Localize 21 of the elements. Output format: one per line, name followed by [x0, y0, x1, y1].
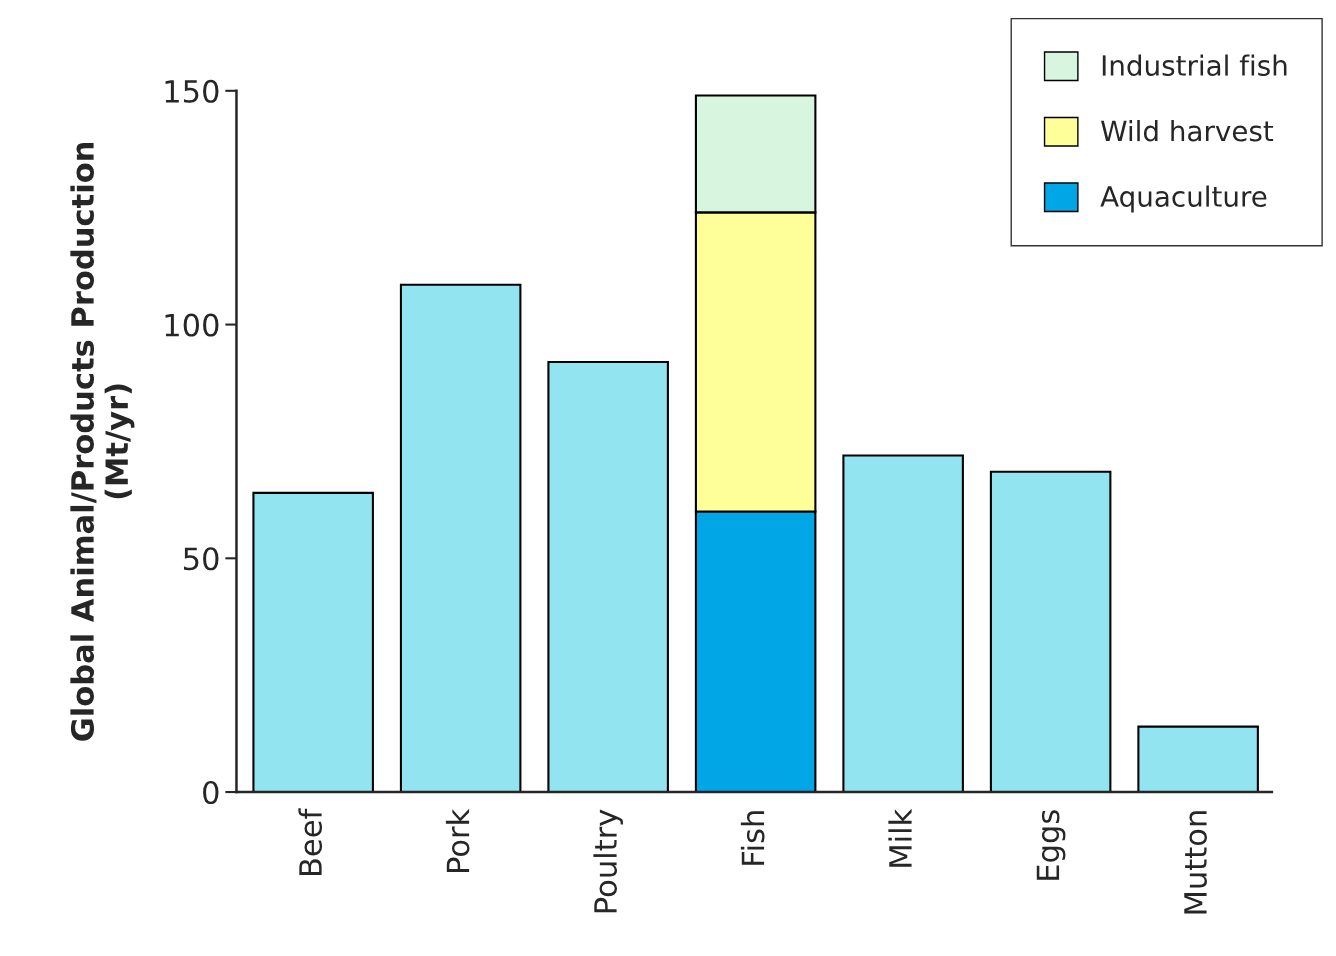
bar	[547, 360, 669, 793]
y-tick-label: 0	[203, 780, 219, 805]
x-tick-label: Poultry	[593, 809, 623, 913]
x-tick-label: Pork	[445, 808, 470, 872]
bar	[399, 283, 522, 793]
bar	[1137, 725, 1259, 793]
bar	[252, 491, 374, 793]
bar	[842, 454, 964, 793]
x-tick-label: Milk	[888, 808, 912, 867]
y-tick-label: 100	[165, 313, 219, 337]
x-tick-label: Eggs	[1036, 810, 1066, 880]
legend-label: Industrial fish	[1102, 54, 1287, 77]
y-tick-label: 50	[183, 547, 219, 571]
legend-label: Wild harvest	[1101, 120, 1274, 142]
legend-label: Aquaculture	[1100, 185, 1267, 213]
x-tick-label: Beef	[298, 808, 323, 876]
x-tick-label: Mutton	[1184, 811, 1207, 914]
bar	[989, 470, 1112, 793]
x-tick-label: Fish	[740, 811, 765, 865]
y-tick-label: 150	[165, 79, 219, 103]
y-axis-title: Global Animal/Products Production (Mt/yr)	[70, 142, 135, 741]
